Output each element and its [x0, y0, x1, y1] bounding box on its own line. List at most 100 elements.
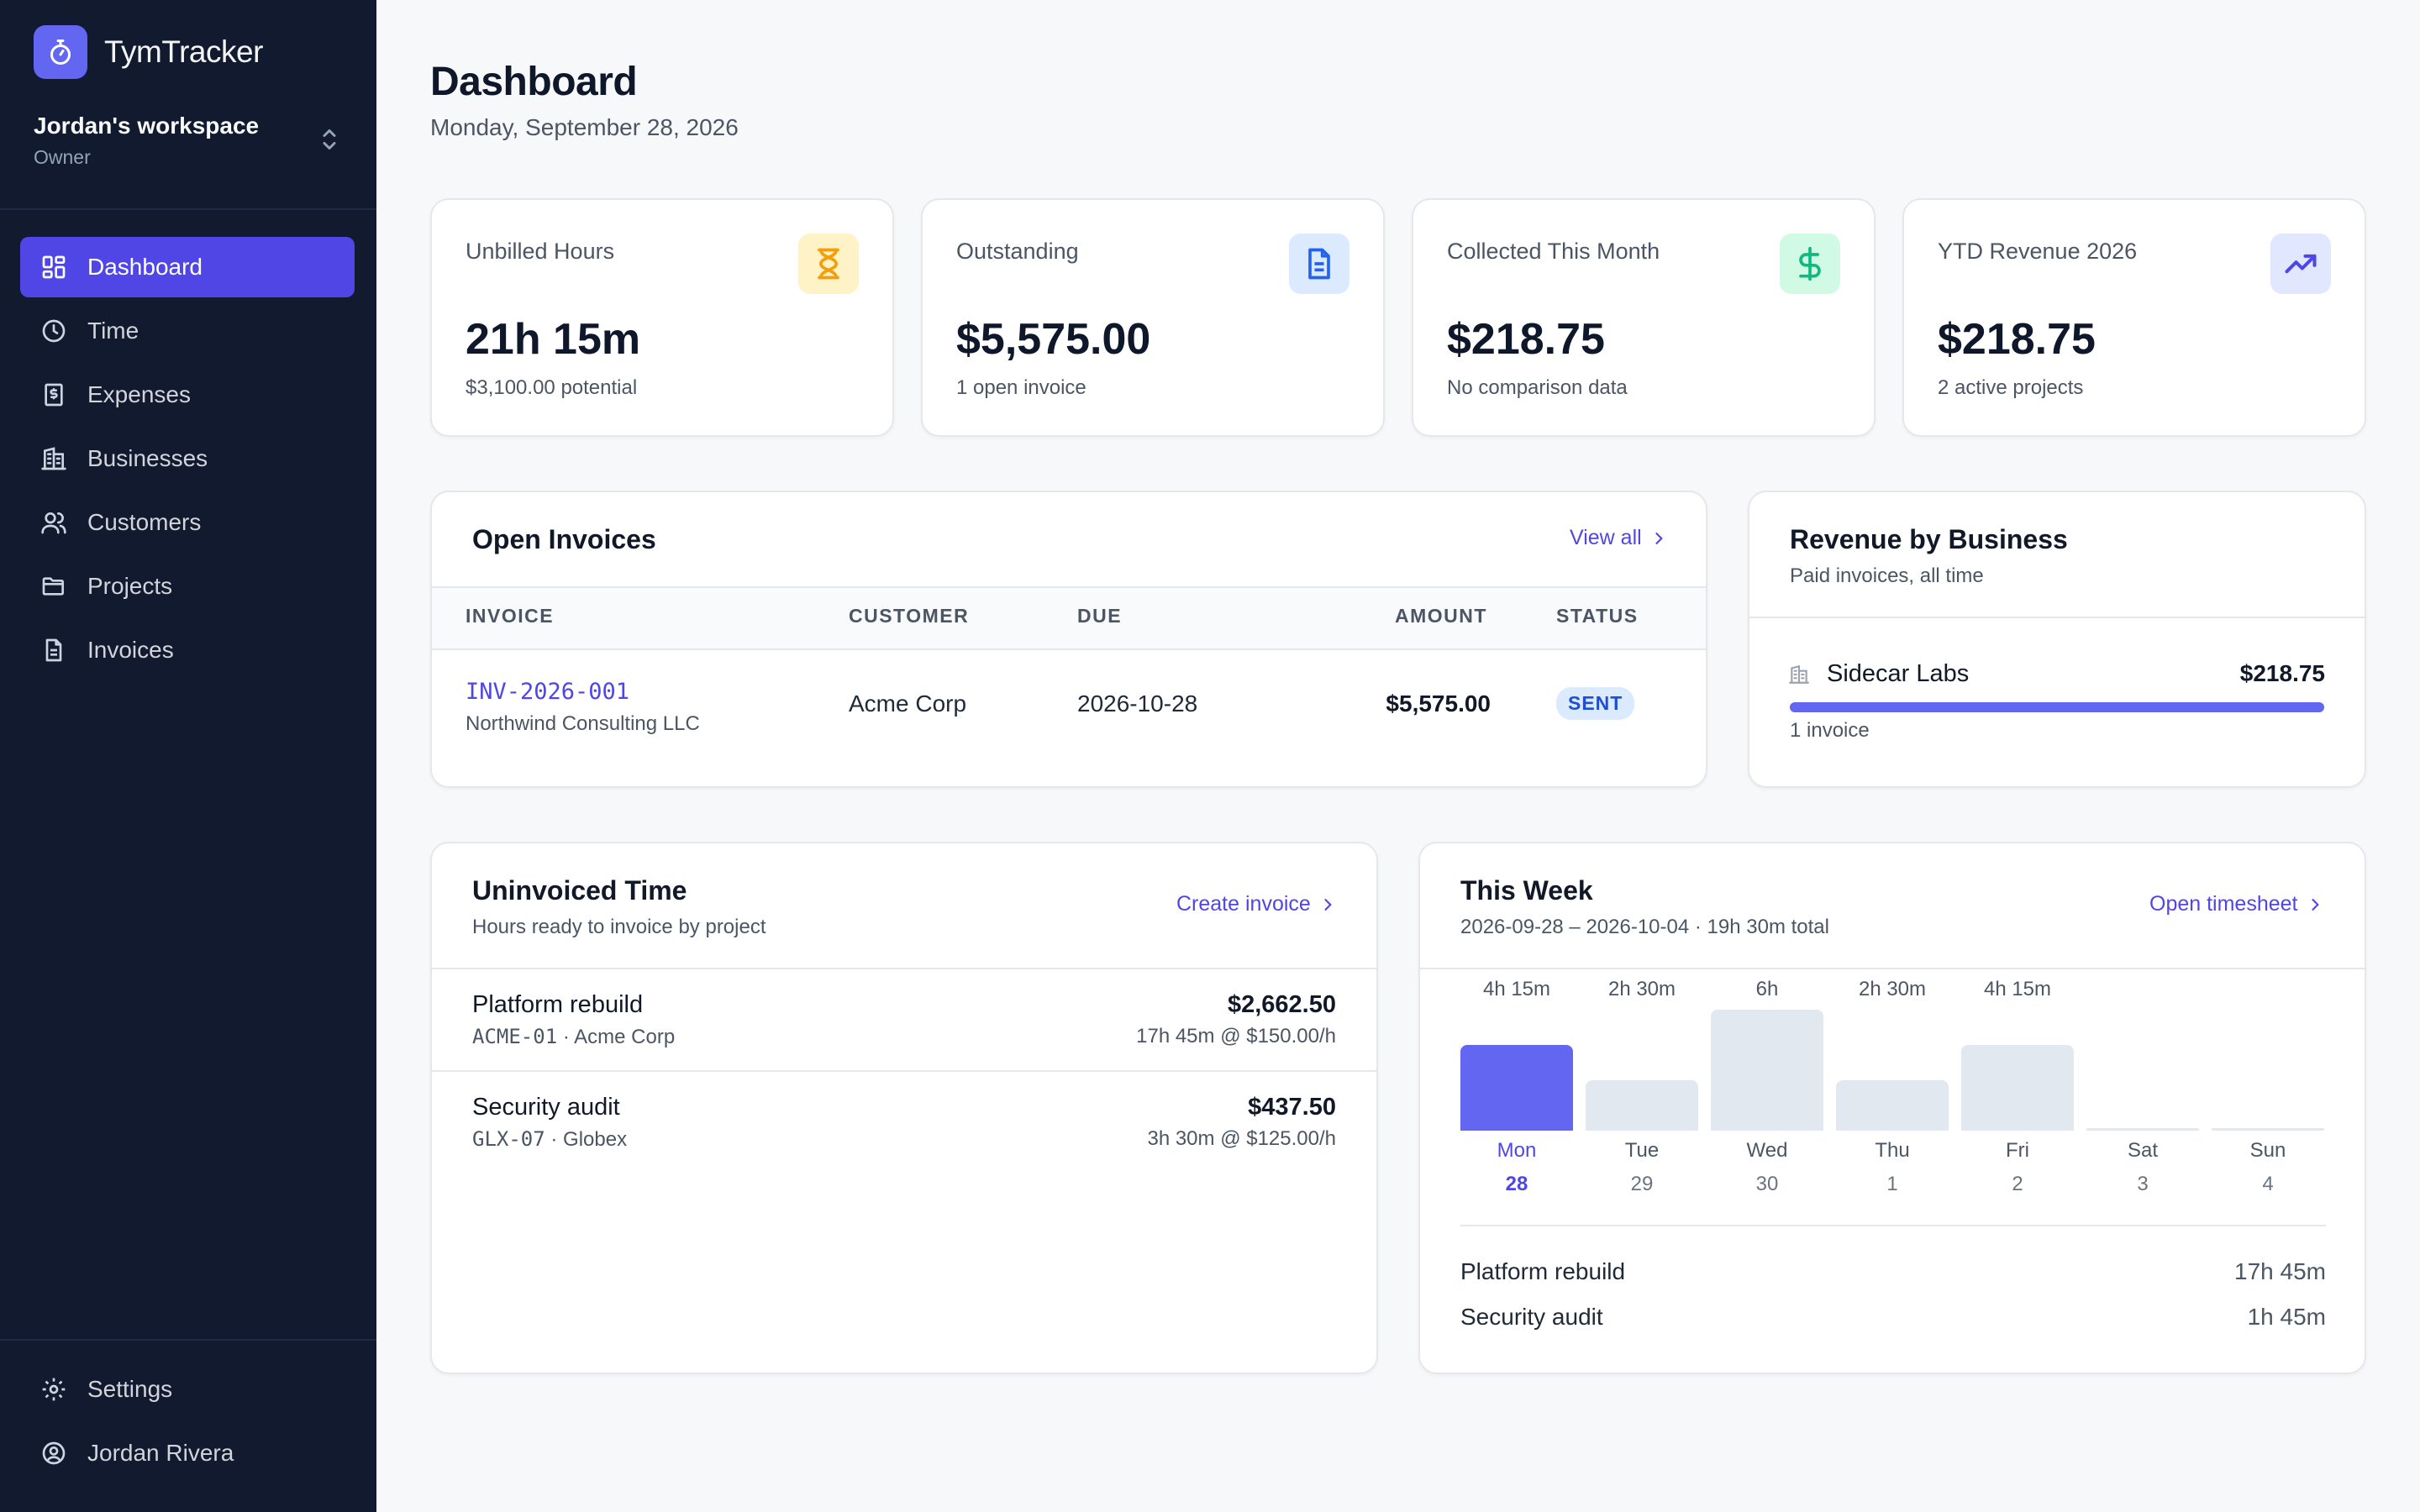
brand[interactable]: TymTracker: [34, 25, 263, 79]
workspace-role: Owner: [34, 146, 91, 168]
revenue-by-business-card: [1748, 491, 2366, 788]
sidebar-item-dashboard[interactable]: Dashboard: [20, 237, 355, 297]
project-amount: $437.50: [1248, 1094, 1336, 1121]
week-day-number: 28: [1505, 1173, 1528, 1195]
invoice-due-date: 2026-10-28: [1077, 690, 1198, 717]
sidebar-item-label: Businesses: [87, 445, 208, 471]
column-header-invoice[interactable]: INVOICE: [466, 605, 555, 627]
view-all-invoices-link[interactable]: View all: [1570, 526, 1667, 550]
table-header: [432, 586, 1706, 648]
week-day-name: Wed: [1746, 1139, 1788, 1162]
week-day-name: Mon: [1497, 1139, 1537, 1162]
project-meta: ACME-01 · Acme Corp: [472, 1025, 675, 1049]
hourglass-icon: [798, 234, 859, 294]
sidebar-item-invoices[interactable]: Invoices: [20, 620, 355, 680]
business-invoice-count: 1 invoice: [1790, 719, 1870, 742]
uninvoiced-subtitle: Hours ready to invoice by project: [472, 916, 766, 938]
week-day-number: 30: [1755, 1173, 1779, 1195]
week-project-name: Platform rebuild: [1460, 1258, 1626, 1284]
document-icon: [1289, 234, 1349, 294]
stat-sub: 1 open invoice: [956, 376, 1086, 399]
week-project-total: 17h 45m: [2234, 1258, 2326, 1284]
sidebar: TymTracker Jordan's workspace Owner Dash…: [0, 0, 376, 1512]
invoice-customer: Acme Corp: [849, 690, 967, 717]
list-divider: [432, 1070, 1376, 1072]
week-bar-label: 2h 30m: [1858, 978, 1927, 1000]
sidebar-item-customers[interactable]: Customers: [20, 492, 355, 553]
week-bar-sun[interactable]: [2212, 1128, 2324, 1131]
user-circle-icon: [42, 1441, 66, 1465]
stat-sub: $3,100.00 potential: [466, 376, 638, 399]
chevron-right-icon: [2311, 898, 2319, 911]
stat-value: $218.75: [1938, 315, 2096, 364]
week-bar-label: 4h 15m: [1983, 978, 2052, 1000]
project-code: ACME-01: [472, 1025, 558, 1048]
revenue-by-business-subtitle: Paid invoices, all time: [1790, 564, 1984, 587]
week-bar-fri[interactable]: [1961, 1045, 2074, 1131]
column-header-due[interactable]: DUE: [1077, 605, 1123, 627]
invoice-amount: $5,575.00: [1386, 690, 1491, 717]
page-title: Dashboard: [430, 60, 638, 104]
trending-up-icon: [2270, 234, 2331, 294]
column-header-amount[interactable]: AMOUNT: [1395, 605, 1487, 627]
stat-label: Outstanding: [956, 239, 1079, 264]
week-bar-mon[interactable]: [1460, 1045, 1573, 1131]
sidebar-item-label: Projects: [87, 573, 173, 599]
clock-icon: [42, 319, 66, 343]
project-name: Platform rebuild: [472, 991, 644, 1018]
sidebar-item-time[interactable]: Time: [20, 301, 355, 361]
stat-card-collected: Collected This Month $218.75 No comparis…: [1412, 198, 1876, 437]
week-day-number: 1: [1886, 1173, 1898, 1195]
create-invoice-label: Create invoice: [1176, 892, 1311, 916]
workspace-switcher[interactable]: Jordan's workspace Owner: [34, 113, 345, 169]
week-day-number: 2: [2012, 1173, 2023, 1195]
sidebar-item-label: Invoices: [87, 637, 174, 663]
chevron-right-icon: [1324, 898, 1332, 911]
project-name: Security audit: [472, 1094, 620, 1121]
sidebar-item-label: Customers: [87, 509, 202, 535]
users-icon: [41, 512, 66, 534]
project-detail: 3h 30m @ $125.00/h: [1147, 1127, 1336, 1150]
week-bar-sat[interactable]: [2086, 1128, 2199, 1131]
week-project-name: Security audit: [1460, 1304, 1603, 1330]
stat-label: Unbilled Hours: [466, 239, 615, 264]
project-code: GLX-07: [472, 1127, 545, 1151]
week-project-total: 1h 45m: [2247, 1304, 2326, 1330]
stat-label: Collected This Month: [1447, 239, 1660, 264]
user-profile[interactable]: Jordan Rivera: [20, 1423, 355, 1483]
week-bar-tue[interactable]: [1586, 1080, 1698, 1131]
project-detail: 17h 45m @ $150.00/h: [1136, 1025, 1336, 1047]
sidebar-item-businesses[interactable]: Businesses: [20, 428, 355, 489]
week-day-name: Sat: [2127, 1139, 2159, 1162]
receipt-icon: [45, 383, 63, 407]
sidebar-divider: [0, 208, 376, 210]
project-amount: $2,662.50: [1227, 991, 1336, 1018]
stopwatch-icon: [34, 25, 87, 79]
sidebar-footer: Settings Jordan Rivera: [20, 1359, 355, 1487]
chart-divider: [1460, 1225, 2326, 1226]
page-date: Monday, September 28, 2026: [430, 114, 739, 140]
week-day-number: 3: [2137, 1173, 2149, 1195]
invoice-number-link[interactable]: INV-2026-001: [466, 679, 630, 705]
stat-sub: No comparison data: [1447, 376, 1628, 399]
week-bar-thu[interactable]: [1836, 1080, 1949, 1131]
folder-icon: [42, 577, 64, 596]
create-invoice-link[interactable]: Create invoice: [1176, 892, 1336, 916]
building-icon: [41, 447, 66, 470]
stat-card-outstanding: Outstanding $5,575.00 1 open invoice: [921, 198, 1385, 437]
column-header-customer[interactable]: CUSTOMER: [849, 605, 970, 627]
project-meta: GLX-07 · Globex: [472, 1127, 627, 1152]
column-header-status[interactable]: STATUS: [1556, 605, 1639, 627]
revenue-bar-track: [1790, 702, 2324, 712]
week-bar-wed[interactable]: [1711, 1010, 1823, 1131]
open-timesheet-link[interactable]: Open timesheet: [2149, 892, 2323, 916]
stat-card-unbilled-hours: Unbilled Hours 21h 15m $3,100.00 potenti…: [430, 198, 894, 437]
brand-name: TymTracker: [104, 34, 263, 69]
sidebar-item-settings[interactable]: Settings: [20, 1359, 355, 1420]
sidebar-item-projects[interactable]: Projects: [20, 556, 355, 617]
view-all-label: View all: [1570, 526, 1642, 549]
sidebar-divider: [0, 1339, 376, 1341]
sidebar-item-expenses[interactable]: Expenses: [20, 365, 355, 425]
dollar-icon: [1780, 234, 1840, 294]
this-week-title: This Week: [1460, 875, 1593, 906]
